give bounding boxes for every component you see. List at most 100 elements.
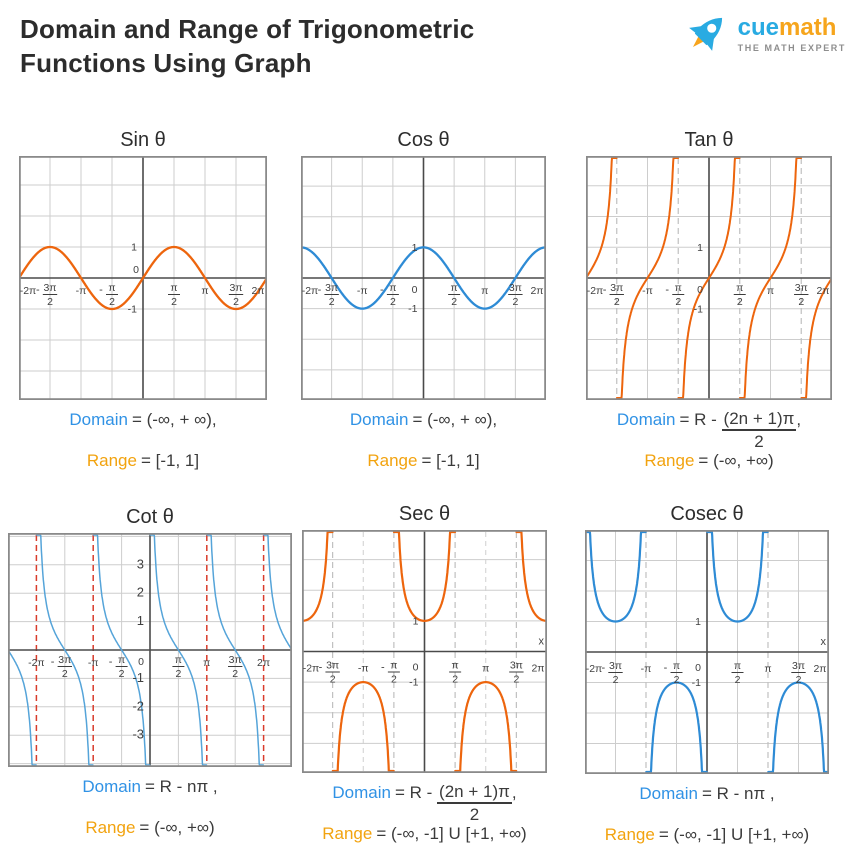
svg-text:-1: -1	[408, 303, 417, 315]
sin-chart-card: Sin θ 1 -1 0 -2π 3π 2- -π π 2- π 2 π 3π 2 2π Domain = (…	[19, 124, 267, 475]
svg-text:1: 1	[412, 242, 418, 254]
range-value: = (-∞, +∞)	[698, 451, 774, 470]
svg-text:-π: -π	[358, 663, 369, 675]
svg-text:-: -	[664, 662, 668, 674]
svg-text:-: -	[319, 662, 323, 674]
svg-text:2: 2	[175, 668, 181, 680]
svg-text:π: π	[452, 660, 459, 672]
svg-text:π: π	[203, 657, 210, 669]
svg-text:2: 2	[452, 674, 458, 686]
svg-text:2: 2	[391, 674, 397, 686]
svg-text:-2π: -2π	[28, 657, 45, 669]
cos-range: Range = [-1, 1]	[367, 449, 479, 475]
svg-text:π: π	[175, 654, 182, 666]
sec-chart-title: Sec θ	[398, 502, 451, 525]
svg-text:-π: -π	[76, 285, 87, 297]
domain-label: Domain	[69, 410, 128, 429]
range-value: = (-∞, -1] U [+1, +∞)	[658, 825, 810, 844]
svg-text:π: π	[481, 285, 488, 297]
svg-text:-2π: -2π	[20, 285, 37, 297]
svg-text:-1: -1	[694, 303, 703, 315]
svg-text:-: -	[318, 284, 322, 296]
cuemath-logo: cuemath THE MATH EXPERT	[680, 8, 846, 60]
svg-text:3π: 3π	[510, 660, 523, 672]
domain-value: = R - nπ ,	[701, 784, 775, 803]
svg-text:-2π: -2π	[302, 285, 319, 297]
range-label: Range	[604, 825, 655, 844]
svg-text:-2π: -2π	[587, 285, 604, 297]
domain-label: Domain	[639, 784, 698, 803]
svg-text:3: 3	[137, 556, 144, 571]
svg-text:-π: -π	[357, 285, 368, 297]
svg-text:-: -	[665, 284, 669, 296]
svg-text:π: π	[390, 660, 397, 672]
range-value: = (-∞, +∞)	[139, 818, 215, 837]
sin-range: Range = [-1, 1]	[87, 449, 199, 475]
svg-text:-: -	[603, 284, 607, 296]
domain-label: Domain	[616, 410, 676, 429]
svg-text:3π: 3π	[229, 282, 242, 294]
svg-text:π: π	[673, 660, 680, 672]
svg-text:2: 2	[675, 296, 681, 308]
svg-text:2π: 2π	[816, 285, 829, 297]
svg-text:-3: -3	[132, 727, 144, 742]
svg-text:2: 2	[330, 674, 336, 686]
svg-text:2π: 2π	[257, 657, 270, 669]
range-value: = [-1, 1]	[140, 451, 200, 470]
svg-text:-: -	[381, 662, 385, 674]
cosec-range: Range = (-∞, -1] U [+1, +∞)	[605, 823, 809, 849]
tan-domain: Domain = R - (2n + 1)π 2,	[616, 408, 802, 451]
svg-text:2: 2	[137, 585, 144, 600]
svg-text:π: π	[736, 282, 743, 294]
svg-text:-π: -π	[641, 663, 652, 675]
cot-range: Range = (-∞, +∞)	[85, 816, 214, 842]
svg-text:1: 1	[697, 242, 703, 254]
domain-value: = R - (2n + 1)π 2,	[679, 409, 802, 451]
svg-text:2: 2	[47, 296, 53, 308]
range-label: Range	[322, 824, 373, 843]
svg-text:-: -	[380, 284, 384, 296]
cos-chart-card: Cos θ 1 -1 0 -2π 3π 2- -π π 2- π 2 π 3π 2 2π Domain = (…	[301, 124, 546, 475]
svg-text:0: 0	[413, 662, 419, 674]
svg-text:3π: 3π	[58, 654, 71, 666]
tan-range: Range = (-∞, +∞)	[644, 449, 773, 475]
svg-text:2: 2	[119, 668, 125, 680]
svg-text:-π: -π	[642, 285, 653, 297]
cosec-chart-title: Cosec θ	[670, 502, 744, 525]
svg-text:2: 2	[737, 296, 743, 308]
svg-text:2: 2	[513, 674, 519, 686]
svg-text:2: 2	[109, 296, 115, 308]
svg-text:2: 2	[329, 296, 335, 308]
range-label: Range	[367, 451, 418, 470]
svg-text:π: π	[118, 654, 125, 666]
svg-text:-: -	[36, 284, 40, 296]
svg-text:-: -	[99, 284, 103, 296]
svg-text:-2π: -2π	[303, 663, 320, 675]
svg-text:π: π	[767, 285, 774, 297]
svg-text:2: 2	[512, 296, 518, 308]
svg-text:2: 2	[674, 674, 680, 686]
svg-text:π: π	[734, 660, 741, 672]
sin-domain: Domain = (-∞, + ∞),	[69, 408, 216, 434]
svg-text:2π: 2π	[531, 663, 544, 675]
svg-text:π: π	[675, 282, 682, 294]
svg-text:2: 2	[451, 296, 457, 308]
svg-text:1: 1	[131, 242, 137, 254]
svg-text:1: 1	[413, 615, 419, 627]
svg-text:x: x	[821, 636, 827, 648]
svg-text:π: π	[108, 282, 115, 294]
sec-chart-card: Sec θ 1 -1 0 -2π 3π 2- -π π 2- π 2 π 3π 2 2π x Domain = …	[302, 498, 547, 848]
svg-text:2: 2	[390, 296, 396, 308]
svg-text:3π: 3π	[795, 282, 808, 294]
svg-text:2: 2	[62, 668, 68, 680]
range-label: Range	[85, 818, 136, 837]
svg-text:x: x	[539, 636, 545, 648]
svg-text:-: -	[51, 656, 55, 668]
cos-chart-title: Cos θ	[397, 128, 450, 151]
svg-text:2: 2	[613, 674, 619, 686]
